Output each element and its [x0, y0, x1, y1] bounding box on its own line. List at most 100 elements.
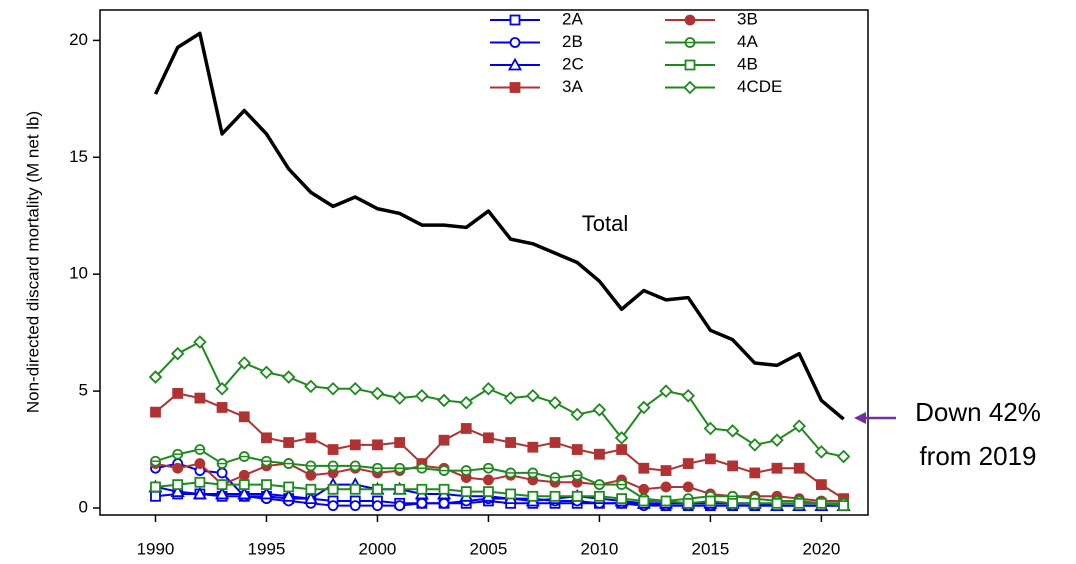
legend-marker: [509, 37, 521, 48]
data-point: [370, 386, 385, 401]
x-tick-label: 1990: [137, 539, 175, 558]
data-point: [150, 406, 161, 418]
data-point: [614, 431, 629, 445]
data-point: [815, 497, 827, 509]
data-point: [682, 497, 694, 509]
data-point: [305, 469, 317, 481]
data-point: [348, 381, 363, 396]
data-point: [836, 449, 851, 464]
data-point: [216, 402, 228, 413]
data-point: [570, 407, 584, 422]
data-point: [659, 384, 673, 398]
data-point: [527, 441, 539, 453]
data-point: [237, 486, 252, 500]
data-point: [526, 388, 540, 403]
legend-marker: [684, 59, 696, 71]
x-tick-label: 2020: [802, 539, 840, 558]
legend-label: 4CDE: [737, 77, 782, 96]
data-point: [481, 381, 496, 396]
data-point: [327, 444, 339, 455]
data-point: [483, 474, 494, 486]
data-point: [638, 462, 650, 474]
data-point: [505, 437, 517, 448]
legend-marker: [509, 82, 521, 93]
data-point: [170, 346, 185, 361]
data-point: [305, 483, 317, 495]
data-point: [459, 396, 474, 410]
data-point: [793, 462, 805, 474]
data-point: [394, 437, 406, 448]
x-tick-label: 2015: [691, 539, 729, 558]
data-point: [638, 495, 650, 507]
data-point: [548, 396, 562, 410]
data-point: [771, 497, 783, 509]
data-point: [259, 365, 274, 380]
data-point: [281, 488, 296, 502]
total-label: Total: [582, 211, 628, 236]
y-tick-label: 5: [79, 381, 88, 400]
data-point: [372, 483, 383, 495]
data-point: [681, 388, 695, 403]
data-point: [238, 469, 250, 481]
x-tick-label: 2000: [359, 539, 397, 558]
data-point: [838, 500, 849, 512]
data-point: [549, 437, 561, 448]
data-point: [438, 483, 450, 495]
data-point: [793, 497, 805, 509]
data-point: [237, 356, 252, 370]
data-point: [483, 432, 494, 444]
data-point: [616, 444, 628, 455]
data-point: [727, 497, 739, 509]
data-point: [616, 493, 628, 505]
data-point: [505, 488, 517, 500]
legend-label: 2C: [562, 54, 584, 73]
data-point: [416, 483, 428, 495]
y-axis-label: Non-directed discard mortality (M net lb…: [23, 111, 42, 413]
data-point: [392, 391, 407, 405]
legend-label: 3B: [737, 9, 758, 28]
data-point: [549, 490, 561, 502]
data-point: [727, 460, 739, 472]
data-point: [259, 486, 274, 500]
annotation: from 2019: [919, 441, 1036, 471]
y-tick-label: 20: [69, 30, 88, 49]
legend-label: 4B: [737, 54, 758, 73]
total-line: [153, 31, 845, 421]
data-point: [503, 391, 518, 405]
data-point: [216, 479, 228, 491]
y-tick-label: 0: [79, 497, 88, 516]
data-point: [638, 483, 650, 495]
data-point: [705, 495, 716, 507]
data-point: [814, 445, 829, 459]
data-point: [215, 381, 229, 396]
data-point: [770, 433, 784, 447]
data-point: [394, 483, 406, 495]
legend-label: 4A: [737, 32, 758, 51]
legend-marker: [507, 57, 523, 71]
data-point: [660, 465, 672, 476]
annotation: Down 42%: [915, 397, 1041, 427]
annotation-arrowhead: [854, 412, 866, 424]
legend-marker: [683, 80, 697, 95]
data-point: [703, 421, 718, 436]
data-point: [438, 434, 450, 446]
data-point: [194, 392, 206, 404]
data-point: [748, 438, 762, 452]
data-point: [416, 497, 428, 509]
data-point: [594, 490, 605, 502]
data-point: [594, 448, 605, 460]
data-point: [172, 388, 184, 399]
legend-label: 2A: [562, 9, 583, 28]
data-point: [194, 476, 206, 488]
data-point: [150, 490, 161, 502]
data-point: [592, 403, 607, 417]
data-point: [460, 423, 472, 434]
data-point: [238, 411, 250, 423]
y-tick-label: 15: [69, 147, 88, 166]
data-point: [792, 419, 806, 433]
data-point: [349, 483, 361, 495]
data-point: [193, 335, 207, 349]
data-point: [327, 483, 339, 495]
